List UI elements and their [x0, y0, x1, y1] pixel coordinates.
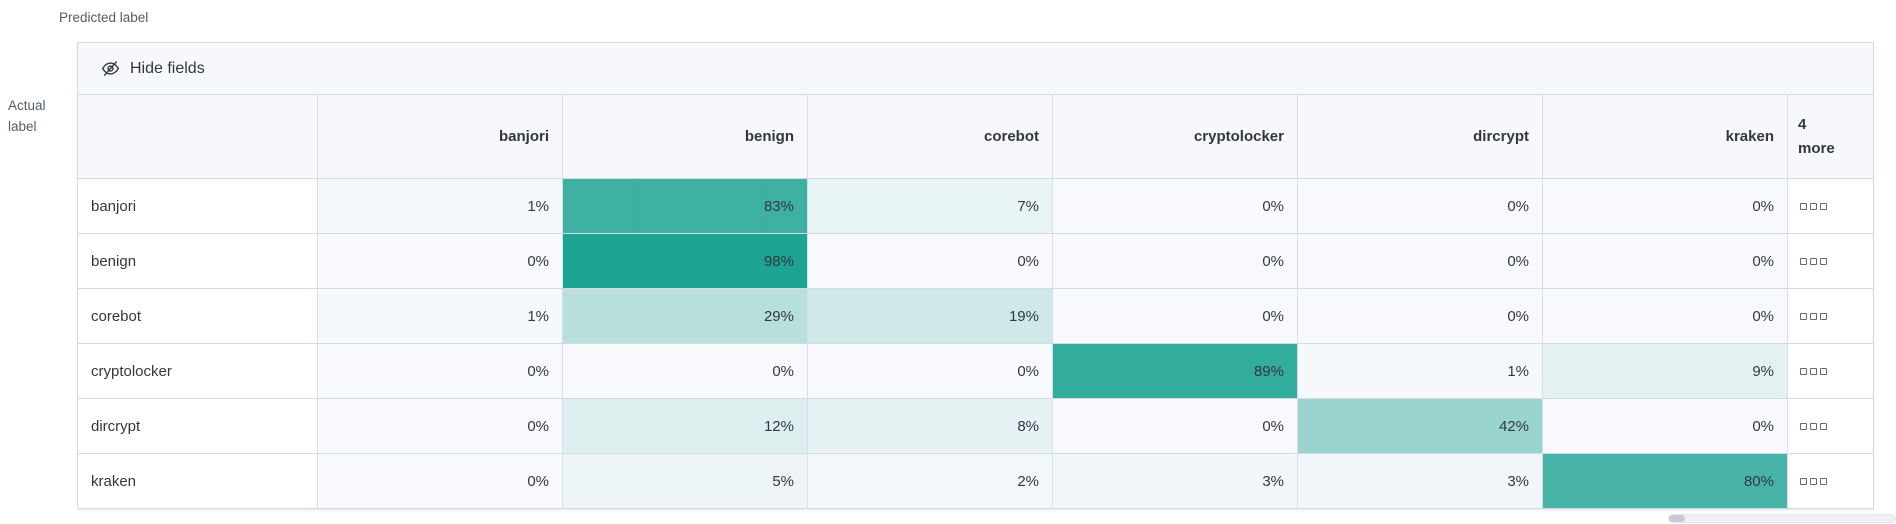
row-label: benign	[78, 234, 317, 288]
corner-cell	[78, 95, 317, 178]
matrix-row-kraken: kraken 0% 5% 2% 3% 3% 80%	[78, 454, 1873, 508]
matrix-cell-kraken-dircrypt: 3%	[1297, 454, 1542, 508]
boxes-horizontal-icon	[1800, 312, 1827, 320]
matrix-cell-banjori-dircrypt: 0%	[1297, 179, 1542, 233]
matrix-cell-kraken-banjori: 0%	[317, 454, 562, 508]
matrix-cell-dircrypt-corebot: 8%	[807, 399, 1052, 453]
matrix-cell-corebot-banjori: 1%	[317, 289, 562, 343]
matrix-row-dircrypt: dircrypt 0% 12% 8% 0% 42% 0%	[78, 399, 1873, 454]
column-header-cryptolocker[interactable]: cryptolocker	[1052, 95, 1297, 178]
more-columns-cell[interactable]	[1787, 179, 1873, 233]
horizontal-scrollbar[interactable]	[1668, 514, 1896, 523]
more-columns-count: 4	[1798, 115, 1807, 133]
actual-label-line2: label	[8, 119, 37, 134]
hide-fields-label: Hide fields	[130, 59, 205, 77]
matrix-cell-corebot-kraken: 0%	[1542, 289, 1787, 343]
matrix-cell-kraken-benign: 5%	[562, 454, 807, 508]
matrix-cell-benign-corebot: 0%	[807, 234, 1052, 288]
matrix-cell-corebot-cryptolocker: 0%	[1052, 289, 1297, 343]
row-label: cryptolocker	[78, 344, 317, 398]
matrix-cell-dircrypt-dircrypt: 42%	[1297, 399, 1542, 453]
more-columns-label: more	[1798, 139, 1835, 157]
matrix-cell-dircrypt-cryptolocker: 0%	[1052, 399, 1297, 453]
matrix-row-benign: benign 0% 98% 0% 0% 0% 0%	[78, 234, 1873, 289]
matrix-cell-dircrypt-banjori: 0%	[317, 399, 562, 453]
matrix-cell-cryptolocker-kraken: 9%	[1542, 344, 1787, 398]
confusion-matrix-grid: Hide fields banjori benign corebot cryptolo…	[77, 42, 1874, 509]
boxes-horizontal-icon	[1800, 257, 1827, 265]
matrix-cell-banjori-kraken: 0%	[1542, 179, 1787, 233]
more-columns-cell[interactable]	[1787, 454, 1873, 508]
matrix-cell-banjori-cryptolocker: 0%	[1052, 179, 1297, 233]
matrix-cell-benign-banjori: 0%	[317, 234, 562, 288]
more-columns-cell[interactable]	[1787, 234, 1873, 288]
matrix-cell-kraken-corebot: 2%	[807, 454, 1052, 508]
row-label: corebot	[78, 289, 317, 343]
matrix-row-banjori: banjori 1% 83% 7% 0% 0% 0%	[78, 179, 1873, 234]
matrix-cell-cryptolocker-corebot: 0%	[807, 344, 1052, 398]
matrix-cell-corebot-benign: 29%	[562, 289, 807, 343]
more-columns-cell[interactable]	[1787, 344, 1873, 398]
eye-closed-icon	[101, 59, 120, 78]
column-header-dircrypt[interactable]: dircrypt	[1297, 95, 1542, 178]
matrix-cell-dircrypt-benign: 12%	[562, 399, 807, 453]
boxes-horizontal-icon	[1800, 477, 1827, 485]
matrix-cell-cryptolocker-cryptolocker: 89%	[1052, 344, 1297, 398]
column-header-kraken[interactable]: kraken	[1542, 95, 1787, 178]
matrix-row-corebot: corebot 1% 29% 19% 0% 0% 0%	[78, 289, 1873, 344]
boxes-horizontal-icon	[1800, 202, 1827, 210]
matrix-cell-cryptolocker-banjori: 0%	[317, 344, 562, 398]
grid-toolbar: Hide fields	[78, 43, 1873, 95]
actual-label-line1: Actual	[8, 98, 46, 113]
matrix-cell-benign-cryptolocker: 0%	[1052, 234, 1297, 288]
column-header-benign[interactable]: benign	[562, 95, 807, 178]
grid-body: banjori 1% 83% 7% 0% 0% 0% benign 0% 98% 0% 0% 0% 0% c…	[78, 179, 1873, 508]
column-header-corebot[interactable]: corebot	[807, 95, 1052, 178]
matrix-cell-benign-benign: 98%	[562, 234, 807, 288]
matrix-cell-banjori-banjori: 1%	[317, 179, 562, 233]
matrix-cell-dircrypt-kraken: 0%	[1542, 399, 1787, 453]
column-header-banjori[interactable]: banjori	[317, 95, 562, 178]
matrix-cell-kraken-kraken: 80%	[1542, 454, 1787, 508]
more-columns-cell[interactable]	[1787, 289, 1873, 343]
matrix-cell-kraken-cryptolocker: 3%	[1052, 454, 1297, 508]
row-label: banjori	[78, 179, 317, 233]
matrix-cell-banjori-benign: 83%	[562, 179, 807, 233]
more-columns-cell[interactable]	[1787, 399, 1873, 453]
matrix-cell-banjori-corebot: 7%	[807, 179, 1052, 233]
boxes-horizontal-icon	[1800, 422, 1827, 430]
matrix-cell-corebot-dircrypt: 0%	[1297, 289, 1542, 343]
hide-fields-button[interactable]: Hide fields	[101, 59, 205, 78]
matrix-cell-benign-kraken: 0%	[1542, 234, 1787, 288]
more-columns-header[interactable]: 4 more	[1787, 95, 1873, 178]
predicted-label: Predicted label	[59, 10, 149, 25]
row-label: dircrypt	[78, 399, 317, 453]
matrix-cell-corebot-corebot: 19%	[807, 289, 1052, 343]
actual-label: Actual label	[8, 95, 60, 137]
matrix-cell-benign-dircrypt: 0%	[1297, 234, 1542, 288]
row-label: kraken	[78, 454, 317, 508]
matrix-cell-cryptolocker-dircrypt: 1%	[1297, 344, 1542, 398]
grid-header-row: banjori benign corebot cryptolocker dircrypt…	[78, 95, 1873, 179]
matrix-row-cryptolocker: cryptolocker 0% 0% 0% 89% 1% 9%	[78, 344, 1873, 399]
boxes-horizontal-icon	[1800, 367, 1827, 375]
scrollbar-thumb[interactable]	[1669, 515, 1685, 522]
matrix-cell-cryptolocker-benign: 0%	[562, 344, 807, 398]
